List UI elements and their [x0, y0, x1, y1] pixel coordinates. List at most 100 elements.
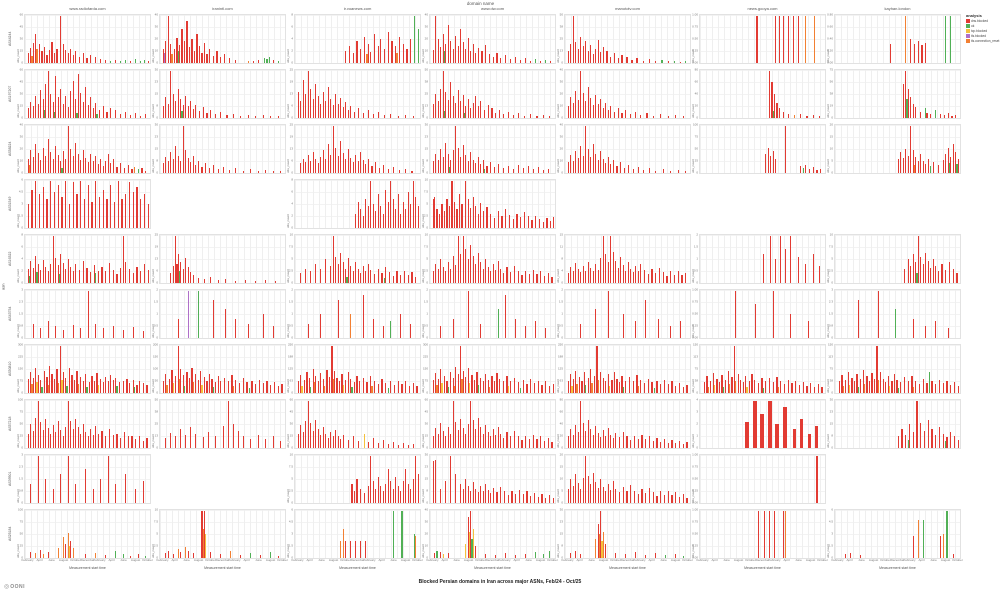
bar-r [72, 428, 74, 448]
bar-o [95, 553, 97, 558]
bar-r [785, 125, 787, 173]
bar-r [212, 165, 214, 173]
legend-entry[interactable]: ok [966, 24, 1000, 28]
y-tick-label: 0.60 [827, 24, 833, 29]
bar-r [122, 235, 124, 283]
y-tick-label: 4 [291, 36, 293, 41]
bar-r [143, 263, 146, 283]
bar-r [602, 46, 604, 63]
bar-g [36, 272, 38, 283]
bar-r [202, 107, 204, 118]
bar-r [572, 434, 574, 448]
bar-r [580, 37, 582, 63]
bar-r [335, 256, 337, 283]
bar-g [310, 387, 312, 393]
y-tick-label: 8 [291, 177, 293, 182]
bar-g [447, 387, 449, 393]
bar-r [660, 442, 662, 448]
bar-r [412, 444, 414, 448]
bar-r [123, 431, 126, 448]
bar-g [248, 388, 251, 393]
bar-r [180, 428, 182, 448]
bar-r [580, 554, 582, 558]
x-axis: February April June August October December Fe… [156, 559, 287, 571]
bar-r [102, 166, 104, 173]
bar-y [301, 386, 303, 393]
bar-r [456, 208, 458, 228]
bar-r [541, 494, 543, 503]
bar-r [110, 374, 112, 393]
bar-r [626, 57, 628, 63]
bar-r [447, 426, 449, 448]
bar-r [807, 321, 809, 338]
bar-r [590, 369, 592, 393]
bar-r [545, 381, 547, 393]
legend-entry[interactable]: tls.connection_reset [966, 39, 1000, 43]
bar-r [195, 373, 197, 393]
y-tick-label: 0.25 [692, 488, 698, 493]
legend-entry[interactable]: tls.blocked [966, 34, 1000, 38]
bar-r [46, 55, 48, 63]
y-tick-label: 4.5 [828, 519, 833, 524]
bar-r [411, 272, 413, 283]
bar-r [357, 268, 359, 283]
bar-o [192, 382, 194, 393]
legend-entry[interactable]: dns.blocked [966, 19, 1000, 23]
bar-r [27, 53, 29, 63]
bar-r [377, 384, 379, 393]
chart-panel: obs_count 25 19 13 6 0 [286, 123, 421, 174]
bar-g [956, 164, 958, 173]
y-tick-label: 1.5 [288, 299, 293, 304]
chart-panel: obs_count 10 7.5 5 2.5 0 February April June Augu… [151, 508, 288, 570]
bar-r [667, 61, 669, 63]
y-tick-label: 23 [154, 134, 158, 139]
y-tick-label: 15 [559, 232, 563, 237]
legend-entry[interactable]: tcp.blocked [966, 29, 1000, 33]
y-tick-label: 150 [152, 354, 158, 359]
bar-r [580, 323, 582, 338]
bar-r [411, 170, 413, 173]
bar-r [178, 44, 181, 63]
bar-r [181, 29, 183, 63]
y-tick-label: 0 [696, 445, 698, 450]
bar-r [140, 271, 142, 283]
bar-r [47, 70, 49, 118]
bar-r [402, 201, 404, 228]
bar-o [313, 382, 316, 393]
y-tick-label: 0 [696, 390, 698, 395]
bar-r [382, 326, 384, 338]
bar-r [442, 156, 444, 173]
bar-r [452, 377, 454, 393]
bar-r [432, 49, 434, 63]
bar-r [165, 156, 167, 173]
y-tick-label: 5 [426, 201, 428, 206]
bar-r [71, 374, 73, 393]
bar-r [390, 113, 392, 118]
bar-r [587, 87, 589, 118]
y-tick-label: 0 [696, 115, 698, 120]
bar-r [397, 115, 399, 118]
y-tick-label: 300 [422, 342, 428, 347]
bar-g [477, 385, 479, 393]
y-tick-label: 30 [154, 24, 158, 29]
bar-r [65, 180, 67, 228]
bar-r [70, 540, 72, 558]
bar-r [512, 219, 514, 228]
y-tick-label: 100 [17, 397, 23, 402]
bar-r [663, 379, 666, 393]
bar-o [396, 53, 398, 63]
bar-r [55, 258, 57, 283]
bar-r [951, 115, 953, 118]
bar-r [880, 371, 882, 393]
bar-r [125, 474, 127, 503]
legend-label: tcp.blocked [971, 29, 988, 33]
bar-r [357, 441, 359, 448]
bar-r [97, 433, 99, 448]
x-tick-label: April [783, 558, 790, 562]
bar-r [60, 160, 62, 173]
bar-r [910, 265, 912, 283]
bar-r [367, 110, 369, 118]
bar-r [91, 375, 93, 393]
y-tick-label: 25 [289, 67, 293, 72]
y-tick-label: 1 [291, 311, 293, 316]
